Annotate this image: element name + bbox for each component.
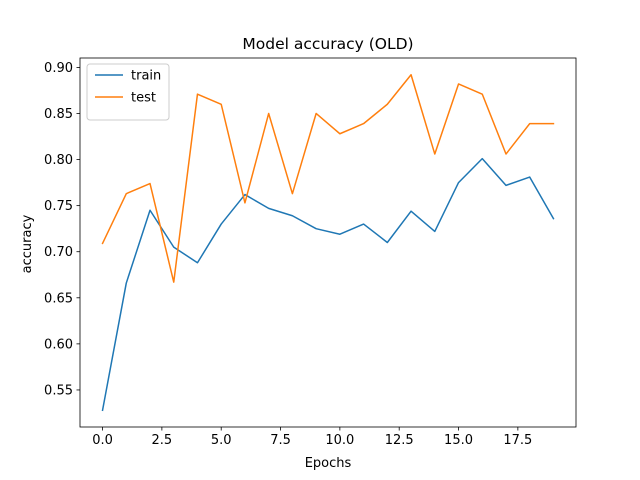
y-tick-label: 0.90 <box>44 61 73 76</box>
x-axis: 0.0 2.5 5.0 7.5 10.0 12.5 15.0 17.5 <box>92 427 532 448</box>
plot-area <box>79 57 577 428</box>
chart-title: Model accuracy (OLD) <box>242 35 413 53</box>
legend-box <box>86 63 170 121</box>
x-tick-label: 17.5 <box>503 433 532 448</box>
legend: train test <box>86 63 170 121</box>
y-tick-label: 0.75 <box>44 199 73 214</box>
x-tick-label: 7.5 <box>270 433 291 448</box>
y-tick-label: 0.85 <box>44 107 73 122</box>
x-tick-label: 12.5 <box>385 433 414 448</box>
y-tick-label: 0.70 <box>44 245 73 260</box>
plot-frame <box>79 57 577 428</box>
series-line-test <box>101 74 555 283</box>
x-tick-label: 5.0 <box>211 433 232 448</box>
legend-label-train: train <box>131 69 161 84</box>
x-axis-label: Epochs <box>305 456 352 471</box>
legend-label-test: test <box>131 91 156 106</box>
y-tick-label: 0.80 <box>44 153 73 168</box>
y-tick-label: 0.65 <box>44 291 73 306</box>
y-tick-label: 0.60 <box>44 337 73 352</box>
x-tick-label: 0.0 <box>92 433 113 448</box>
y-axis: 0.55 0.60 0.65 0.70 0.75 0.80 0.85 0.90 <box>44 61 80 398</box>
x-tick-label: 2.5 <box>152 433 173 448</box>
x-tick-label: 15.0 <box>444 433 473 448</box>
y-axis-label: accuracy <box>20 214 35 273</box>
y-tick-label: 0.55 <box>44 383 73 398</box>
x-tick-label: 10.0 <box>325 433 354 448</box>
